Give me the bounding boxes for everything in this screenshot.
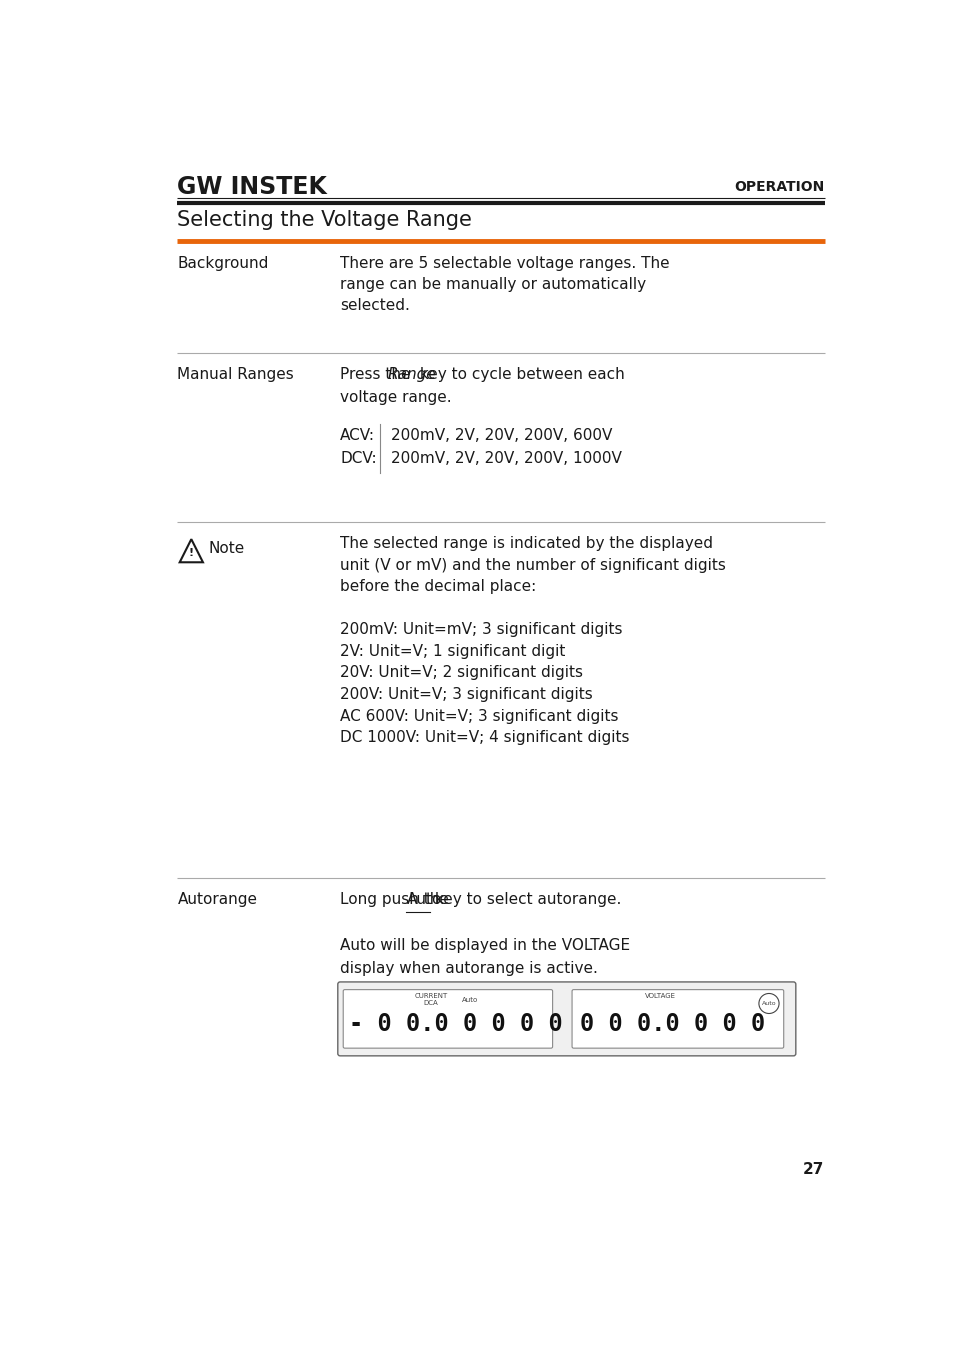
- Text: Autorange: Autorange: [177, 892, 257, 907]
- Text: 200mV, 2V, 20V, 200V, 1000V: 200mV, 2V, 20V, 200V, 1000V: [391, 451, 621, 465]
- Text: Manual Ranges: Manual Ranges: [177, 367, 294, 382]
- Text: GW INSTEK: GW INSTEK: [177, 175, 327, 200]
- FancyBboxPatch shape: [343, 990, 552, 1048]
- Text: Auto: Auto: [760, 1001, 776, 1006]
- Text: Background: Background: [177, 256, 269, 271]
- Text: 200mV, 2V, 20V, 200V, 600V: 200mV, 2V, 20V, 200V, 600V: [391, 428, 612, 444]
- Text: 2V: Unit=V; 1 significant digit: 2V: Unit=V; 1 significant digit: [340, 643, 565, 658]
- Text: OPERATION: OPERATION: [734, 181, 823, 194]
- Text: DCA: DCA: [423, 1000, 437, 1005]
- Text: 0 0 0.0 0 0 0: 0 0 0.0 0 0 0: [579, 1012, 764, 1036]
- Text: There are 5 selectable voltage ranges. The
range can be manually or automaticall: There are 5 selectable voltage ranges. T…: [340, 256, 669, 313]
- Text: voltage range.: voltage range.: [340, 390, 452, 405]
- Text: Auto will be displayed in the VOLTAGE: Auto will be displayed in the VOLTAGE: [340, 938, 630, 952]
- Text: 27: 27: [802, 1161, 823, 1176]
- FancyBboxPatch shape: [337, 982, 795, 1056]
- Text: CURRENT: CURRENT: [414, 993, 447, 1000]
- Text: key to cycle between each: key to cycle between each: [415, 367, 624, 382]
- Text: The selected range is indicated by the displayed: The selected range is indicated by the d…: [340, 536, 713, 552]
- Text: AC 600V: Unit=V; 3 significant digits: AC 600V: Unit=V; 3 significant digits: [340, 708, 618, 723]
- Text: - 0 0.0 0 0 0 0: - 0 0.0 0 0 0 0: [349, 1012, 562, 1036]
- Text: ACV:: ACV:: [340, 428, 375, 444]
- Text: DCV:: DCV:: [340, 451, 376, 465]
- Text: Range: Range: [387, 367, 436, 382]
- Text: Long push the: Long push the: [340, 892, 454, 907]
- Text: display when autorange is active.: display when autorange is active.: [340, 960, 598, 977]
- Text: Auto: Auto: [461, 997, 477, 1002]
- Text: !: !: [189, 548, 193, 558]
- Text: before the decimal place:: before the decimal place:: [340, 579, 536, 594]
- FancyBboxPatch shape: [572, 990, 783, 1048]
- Text: 20V: Unit=V; 2 significant digits: 20V: Unit=V; 2 significant digits: [340, 665, 582, 680]
- Text: Selecting the Voltage Range: Selecting the Voltage Range: [177, 209, 472, 229]
- Text: Note: Note: [208, 541, 244, 556]
- Text: 200V: Unit=V; 3 significant digits: 200V: Unit=V; 3 significant digits: [340, 687, 592, 701]
- Text: key to select autorange.: key to select autorange.: [429, 892, 620, 907]
- Text: 200mV: Unit=mV; 3 significant digits: 200mV: Unit=mV; 3 significant digits: [340, 622, 622, 637]
- Text: Press the: Press the: [340, 367, 416, 382]
- Text: DC 1000V: Unit=V; 4 significant digits: DC 1000V: Unit=V; 4 significant digits: [340, 730, 629, 745]
- Text: VOLTAGE: VOLTAGE: [644, 993, 676, 1000]
- Text: Auto: Auto: [406, 892, 441, 907]
- Text: unit (V or mV) and the number of significant digits: unit (V or mV) and the number of signifi…: [340, 557, 725, 573]
